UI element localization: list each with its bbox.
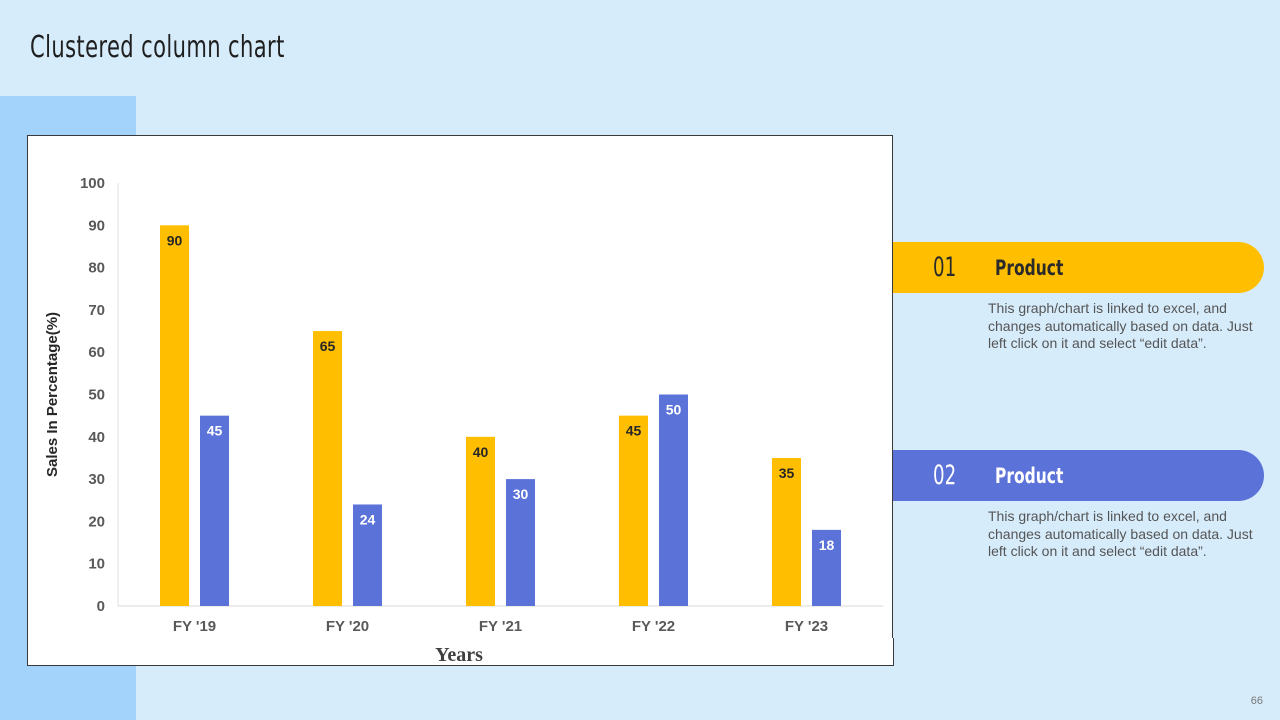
legend-card-2-header: 02 Product <box>893 450 1264 501</box>
bar-series-2 <box>200 415 229 606</box>
legend-card-1-number: 01 <box>933 252 957 283</box>
legend-card-2-description: This graph/chart is linked to excel, and… <box>988 508 1253 559</box>
data-label: 35 <box>779 465 795 481</box>
legend-card-2-label: Product <box>995 464 1064 488</box>
y-tick-label: 70 <box>88 302 105 319</box>
y-tick-label: 30 <box>88 471 105 488</box>
y-tick-label: 100 <box>80 175 105 192</box>
bar-series-2 <box>659 394 688 606</box>
x-tick-label: FY '23 <box>785 618 828 635</box>
data-label: 30 <box>513 486 529 502</box>
y-tick-label: 80 <box>88 260 105 277</box>
data-label: 45 <box>626 423 642 439</box>
chart-area[interactable]: 0 10 20 30 40 50 60 70 80 90 100 Sales In Percentag… <box>27 135 893 639</box>
y-tick-label: 40 <box>88 429 105 446</box>
x-axis-title-box: Years <box>27 638 894 666</box>
x-tick-label: FY '19 <box>173 618 216 635</box>
y-tick-label: 50 <box>88 387 105 404</box>
data-label: 45 <box>207 423 223 439</box>
y-tick-label: 20 <box>88 513 105 530</box>
legend-card-1-label: Product <box>995 256 1064 280</box>
legend-card-2-number: 02 <box>933 460 957 491</box>
legend-card-1-header: 01 Product <box>893 242 1264 293</box>
data-label: 24 <box>360 511 376 527</box>
bar-series-2 <box>812 529 841 606</box>
bar-series-1 <box>772 457 801 606</box>
slide-title: Clustered column chart <box>30 30 285 65</box>
x-axis-title: Years <box>435 644 483 666</box>
x-tick-label: FY '21 <box>479 618 522 635</box>
y-tick-label: 90 <box>88 217 105 234</box>
page-number: 66 <box>1250 695 1263 707</box>
clustered-column-chart: 0 10 20 30 40 50 60 70 80 90 100 Sales In Percentag… <box>44 175 883 635</box>
bar-series-1 <box>619 415 648 606</box>
data-label: 90 <box>167 232 183 248</box>
x-tick-label: FY '20 <box>326 618 369 635</box>
y-tick-label: 60 <box>88 344 105 361</box>
data-label: 18 <box>819 537 835 553</box>
bar-series-1 <box>313 331 342 606</box>
y-axis-label: Sales In Percentage(%) <box>44 312 61 477</box>
bar-series-2 <box>506 479 535 606</box>
legend-card-1-description: This graph/chart is linked to excel, and… <box>988 300 1253 351</box>
x-tick-label: FY '22 <box>632 618 675 635</box>
data-label: 40 <box>473 444 489 460</box>
data-label: 65 <box>320 338 336 354</box>
bar-series-1 <box>466 436 495 606</box>
y-tick-label: 10 <box>88 556 105 573</box>
data-label: 50 <box>666 402 682 418</box>
bar-series-2 <box>353 504 382 606</box>
bar-series-1 <box>160 225 189 607</box>
y-tick-label: 0 <box>97 598 105 615</box>
